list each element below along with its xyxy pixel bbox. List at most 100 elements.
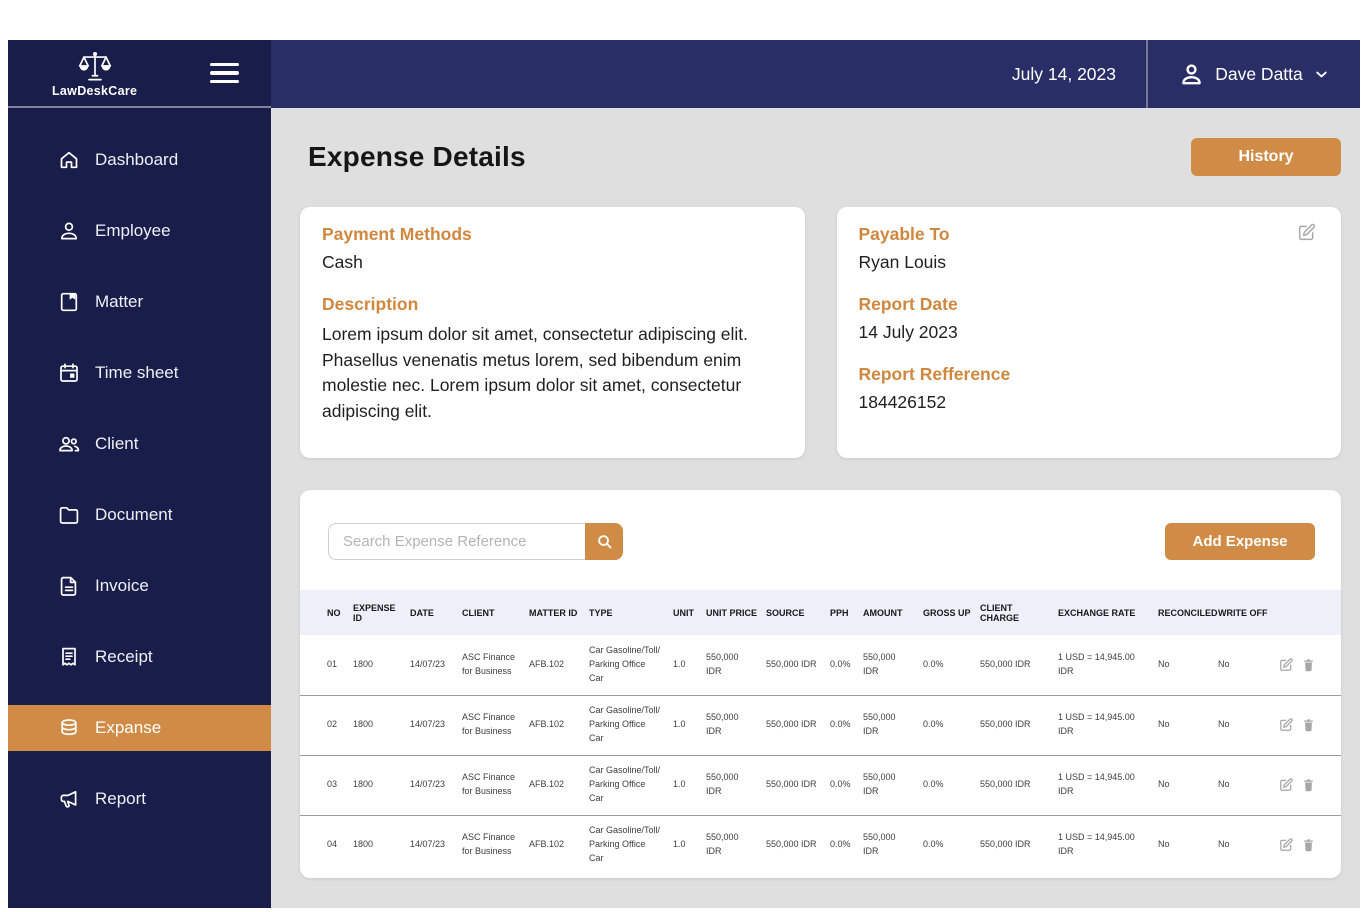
cell-type: Car Gasoline/Toll/ Parking Office Car [589,644,661,683]
cell-unit-price: 550,000 IDR [706,651,739,676]
page-title: Expense Details [308,141,526,172]
topbar-date: July 14, 2023 [1011,63,1116,84]
edit-payable-button[interactable] [1296,222,1317,243]
user-menu[interactable]: Dave Datta [1148,61,1360,88]
search-input[interactable] [328,523,585,560]
table-header-row: NO EXPENSE ID DATE CLIENT MATTER ID TYPE… [300,590,1341,635]
col-date: DATE [410,607,434,618]
cell-unit-price: 550,000 IDR [706,772,739,796]
col-exchange-rate: EXCHANGE RATE [1058,607,1136,618]
sidebar-item-timesheet[interactable]: Time sheet [8,350,271,396]
col-matter-id: MATTER ID [529,607,578,618]
cell-gross-up: 0.0% [923,719,944,730]
user-avatar-icon [1182,63,1201,84]
col-type: TYPE [589,607,613,618]
cell-source: 550,000 IDR [766,839,817,850]
cell-pph: 0.0% [830,719,851,730]
cell-amount: 550,000 IDR [863,712,896,736]
cell-exchange-rate: 1 USD = 14,945.00 IDR [1058,712,1135,736]
sidebar-item-client[interactable]: Client [8,421,271,467]
sidebar-item-matter[interactable]: Matter [8,279,271,325]
cell-write-off: No [1218,719,1230,730]
cell-write-off: No [1218,839,1230,850]
col-client-charge: CLIENT CHARGE [980,602,1020,623]
payable-to-value: Ryan Louis [858,252,947,272]
report-date-value: 14 July 2023 [858,322,958,342]
cell-expense-id: 1800 [353,839,374,850]
cell-exchange-rate: 1 USD = 14,945.00 IDR [1058,651,1135,676]
payment-methods-label: Payment Methods [322,224,472,244]
edit-square-icon [1280,718,1293,731]
cell-unit-price: 550,000 IDR [706,832,739,857]
cell-unit: 1.0 [673,779,686,790]
cell-amount: 550,000 IDR [863,832,896,857]
cell-client-charge: 550,000 IDR [980,719,1031,730]
hamburger-menu-icon[interactable] [210,59,239,88]
cell-source: 550,000 IDR [766,779,817,790]
person-icon [60,222,78,240]
home-icon [60,151,78,169]
sidebar-item-expanse[interactable]: Expanse [8,705,271,751]
sidebar-item-receipt[interactable]: Receipt [8,634,271,680]
cell-write-off: No [1218,658,1230,669]
cell-no: 03 [327,779,338,790]
sidebar-item-dashboard[interactable]: Dashboard [8,137,271,183]
edit-row-button[interactable] [1278,777,1294,793]
sidebar-item-label: Employee [95,221,171,240]
search-button[interactable] [585,523,623,560]
delete-row-button[interactable] [1301,837,1316,853]
cell-unit-price: 550,000 IDR [706,712,739,736]
cell-actions [1278,635,1341,695]
col-amount: AMOUNT [863,607,903,618]
cell-client-charge: 550,000 IDR [980,779,1031,790]
report-reference-value: 184426152 [858,392,947,412]
cell-date: 14/07/23 [410,658,446,669]
add-expense-button[interactable]: Add Expense [1165,523,1315,560]
cell-pph: 0.0% [830,779,851,790]
cell-actions [1278,815,1341,875]
app-name: LawDeskCare [52,83,138,98]
cell-gross-up: 0.0% [923,779,944,790]
top-row: LawDeskCare July 14, 2023 Dave Datta [8,40,1360,108]
delete-row-button[interactable] [1301,717,1316,733]
cell-unit: 1.0 [673,658,686,669]
report-reference-label: Report Refference [858,364,1011,384]
sidebar-item-report[interactable]: Report [8,776,271,822]
cell-unit: 1.0 [673,719,686,730]
invoice-doc-icon [60,576,77,596]
cell-client: ASC Finance for Business [462,772,516,796]
table-toolbar: Add Expense [300,490,1341,560]
delete-row-button[interactable] [1301,777,1316,793]
cell-client-charge: 550,000 IDR [980,658,1031,669]
trash-icon [1304,659,1313,671]
cell-date: 14/07/23 [410,839,446,850]
sidebar-item-invoice[interactable]: Invoice [8,563,271,609]
payable-to-label: Payable To [858,224,950,244]
edit-row-button[interactable] [1278,717,1294,733]
payment-methods-value: Cash [322,252,363,272]
logo-area: LawDeskCare [8,40,271,108]
table-row: 03 1800 14/07/23 ASC Finance for Busines… [300,755,1341,815]
col-source: SOURCE [766,607,805,618]
edit-square-icon [1280,838,1293,852]
cell-client: ASC Finance for Business [462,651,516,676]
search-icon [597,535,611,549]
history-button[interactable]: History [1191,138,1341,176]
edit-row-button[interactable] [1278,837,1294,853]
payment-card: Payment Methods Cash Description Lorem i… [300,207,805,458]
col-write-off: WRITE OFF [1218,607,1268,618]
edit-row-button[interactable] [1278,657,1294,673]
delete-row-button[interactable] [1301,657,1316,673]
chevron-down-icon [1316,71,1327,77]
cell-gross-up: 0.0% [923,839,944,850]
topbar-divider [1146,40,1148,108]
people-icon [59,436,80,452]
topbar: July 14, 2023 Dave Datta [271,40,1360,108]
sidebar-item-document[interactable]: Document [8,492,271,538]
sidebar: Dashboard Employee Matter Time sheet Cli… [8,108,271,908]
cell-exchange-rate: 1 USD = 14,945.00 IDR [1058,832,1135,857]
cell-unit: 1.0 [673,839,686,850]
cell-matter-id: AFB.102 [529,658,565,669]
expense-table-card: Add Expense NO EXPENSE ID DA [300,490,1341,878]
sidebar-item-employee[interactable]: Employee [8,208,271,254]
